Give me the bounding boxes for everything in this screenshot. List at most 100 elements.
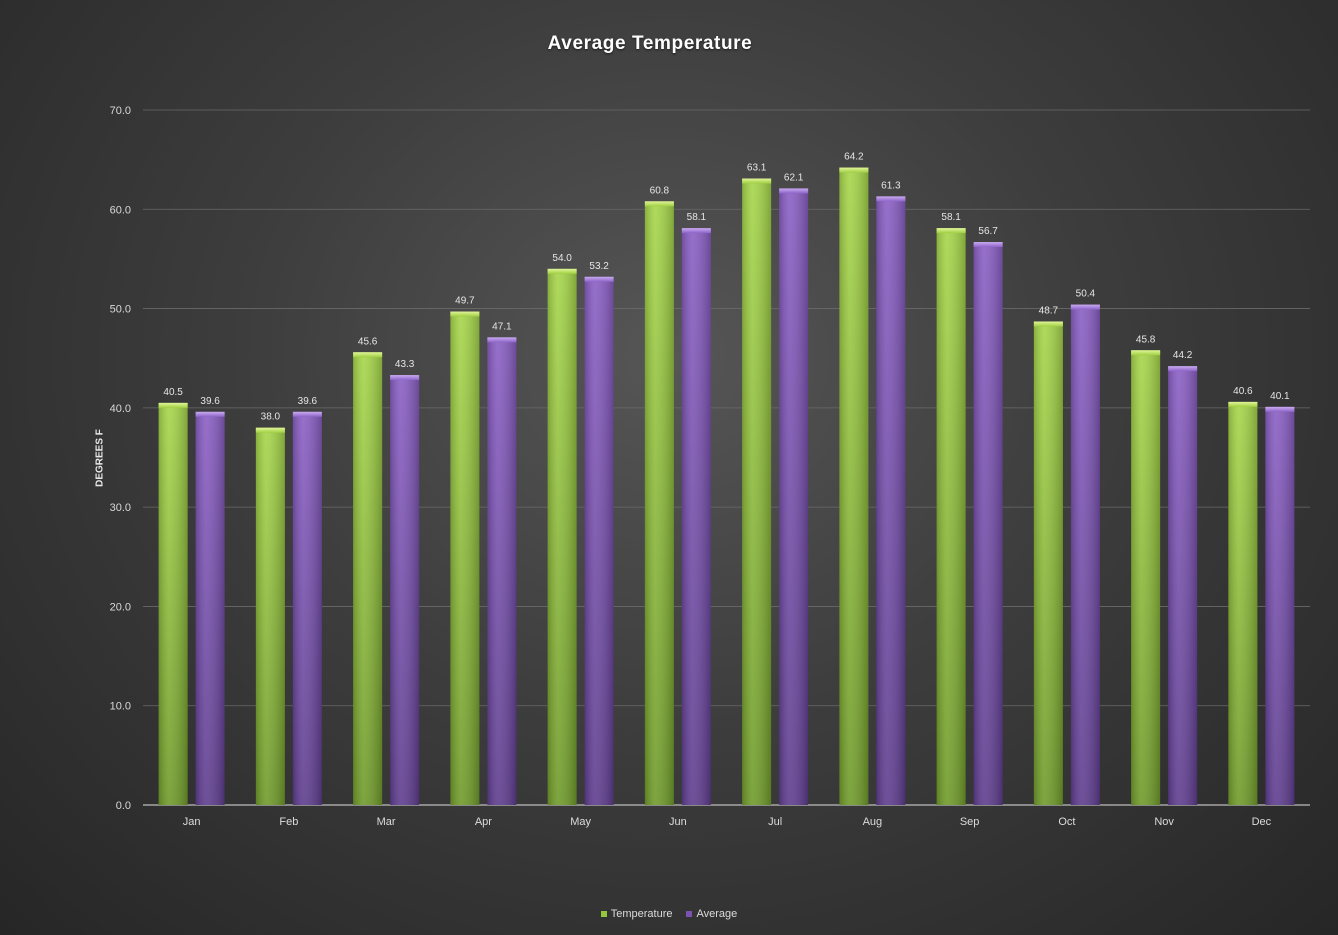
x-tick-label: Sep <box>960 816 980 828</box>
legend: Temperature Average <box>0 908 1338 920</box>
bar-temperature-dec <box>1228 401 1258 805</box>
bar-cap <box>1033 321 1063 327</box>
data-label-temperature-aug: 64.2 <box>844 152 864 163</box>
x-tick-label: Jun <box>669 816 687 828</box>
bar-cap <box>839 167 869 173</box>
data-label-average-sep: 56.7 <box>978 226 998 237</box>
y-tick-label: 50.0 <box>110 304 131 316</box>
data-label-average-jun: 58.1 <box>687 212 707 223</box>
bar-cap <box>584 276 614 282</box>
bar-cap <box>936 228 966 234</box>
data-labels: 40.5 39.6 38.0 39.6 45.6 43.3 49.7 47.1 54.0 53.2… <box>163 152 1290 423</box>
bar-cap <box>450 311 480 317</box>
bar-cap <box>742 178 772 184</box>
bar-shading <box>1228 401 1258 805</box>
y-tick-label: 10.0 <box>110 701 131 713</box>
bar-cap <box>644 201 674 207</box>
bar-cap <box>1265 406 1295 412</box>
data-label-average-mar: 43.3 <box>395 359 415 370</box>
bar-average-feb <box>292 411 322 805</box>
bar-cap <box>876 196 906 202</box>
bar-average-dec <box>1265 406 1295 805</box>
bar-shading <box>547 268 577 805</box>
gridlines <box>143 109 1310 806</box>
bar-shading <box>876 196 906 806</box>
bars <box>158 167 1295 806</box>
bar-cap <box>973 242 1003 248</box>
x-tick-label: Nov <box>1154 816 1174 828</box>
y-tick-label: 60.0 <box>110 204 131 216</box>
bar-cap <box>1168 366 1198 372</box>
bar-cap <box>779 188 809 194</box>
bar-shading <box>644 201 674 806</box>
bar-cap <box>390 375 420 381</box>
data-label-temperature-mar: 45.6 <box>358 336 378 347</box>
x-tick-label: Jul <box>768 816 782 828</box>
bar-shading <box>681 228 711 805</box>
data-label-average-jul: 62.1 <box>784 172 804 183</box>
data-label-average-aug: 61.3 <box>881 180 901 191</box>
bar-cap <box>1228 401 1258 407</box>
bar-shading <box>584 276 614 805</box>
bar-cap <box>292 411 322 417</box>
y-axis-ticks: 0.0 10.0 20.0 30.0 40.0 50.0 60.0 70.0 <box>110 105 131 812</box>
bar-shading <box>742 178 772 805</box>
bar-shading <box>779 188 809 805</box>
data-label-average-apr: 47.1 <box>492 321 512 332</box>
bar-cap <box>353 352 383 358</box>
bar-average-oct <box>1070 304 1100 805</box>
y-tick-label: 30.0 <box>110 502 131 514</box>
bar-shading <box>839 167 869 806</box>
bar-shading <box>390 375 420 805</box>
data-label-temperature-nov: 45.8 <box>1136 334 1156 345</box>
data-label-temperature-jun: 60.8 <box>650 185 670 196</box>
bar-temperature-aug <box>839 167 869 806</box>
bar-average-jun <box>681 228 711 805</box>
bar-temperature-apr <box>450 311 480 805</box>
y-tick-label: 20.0 <box>110 601 131 613</box>
legend-label-average: Average <box>696 908 738 920</box>
bar-cap <box>681 228 711 234</box>
data-label-average-nov: 44.2 <box>1173 350 1193 361</box>
chart-title: Average Temperature <box>547 33 753 54</box>
bar-average-jul <box>779 188 809 805</box>
x-tick-label: May <box>570 816 591 828</box>
x-tick-label: Oct <box>1058 816 1075 828</box>
bar-shading <box>973 242 1003 806</box>
bar-shading <box>158 402 188 805</box>
legend-item-average[interactable]: Average <box>686 908 737 920</box>
x-tick-label: Feb <box>279 816 298 828</box>
data-label-temperature-oct: 48.7 <box>1039 305 1059 316</box>
data-label-temperature-jul: 63.1 <box>747 163 767 174</box>
data-label-average-may: 53.2 <box>589 261 609 272</box>
bar-average-may <box>584 276 614 805</box>
bar-temperature-sep <box>936 228 966 805</box>
y-tick-label: 0.0 <box>116 800 131 812</box>
bar-cap <box>487 337 517 343</box>
bar-shading <box>450 311 480 805</box>
bar-shading <box>195 411 225 805</box>
data-label-temperature-apr: 49.7 <box>455 296 475 307</box>
bar-average-mar <box>390 375 420 805</box>
x-tick-label: Jan <box>183 816 201 828</box>
bar-cap <box>255 427 285 433</box>
bar-average-aug <box>876 196 906 806</box>
data-label-average-dec: 40.1 <box>1270 391 1290 402</box>
legend-swatch-average <box>686 911 693 917</box>
bar-shading <box>353 352 383 805</box>
bar-shading <box>936 228 966 805</box>
bar-temperature-jun <box>644 201 674 806</box>
data-label-temperature-feb: 38.0 <box>261 412 281 423</box>
data-label-average-feb: 39.6 <box>298 396 318 407</box>
bar-temperature-may <box>547 268 577 805</box>
bar-temperature-feb <box>255 427 285 805</box>
legend-label-temperature: Temperature <box>610 908 673 920</box>
bar-temperature-oct <box>1033 321 1063 805</box>
legend-item-temperature[interactable]: Temperature <box>600 908 673 920</box>
bar-temperature-nov <box>1131 350 1161 805</box>
bar-cap <box>547 268 577 274</box>
y-tick-label: 40.0 <box>110 403 131 415</box>
bar-cap <box>1131 350 1161 356</box>
bar-shading <box>292 411 322 805</box>
